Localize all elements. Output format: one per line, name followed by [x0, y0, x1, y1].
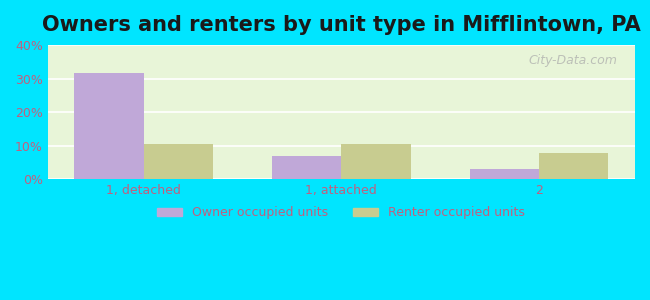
- Bar: [272, 156, 341, 179]
- Legend: Owner occupied units, Renter occupied units: Owner occupied units, Renter occupied un…: [152, 201, 530, 224]
- Bar: [144, 144, 213, 179]
- Text: City-Data.com: City-Data.com: [528, 54, 618, 67]
- Bar: [75, 74, 144, 179]
- Bar: [470, 169, 539, 179]
- Bar: [341, 144, 411, 179]
- Bar: [539, 153, 608, 179]
- Title: Owners and renters by unit type in Mifflintown, PA: Owners and renters by unit type in Miffl…: [42, 15, 641, 35]
